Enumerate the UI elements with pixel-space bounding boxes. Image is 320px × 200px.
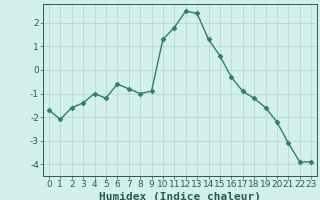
X-axis label: Humidex (Indice chaleur): Humidex (Indice chaleur) [99,192,261,200]
